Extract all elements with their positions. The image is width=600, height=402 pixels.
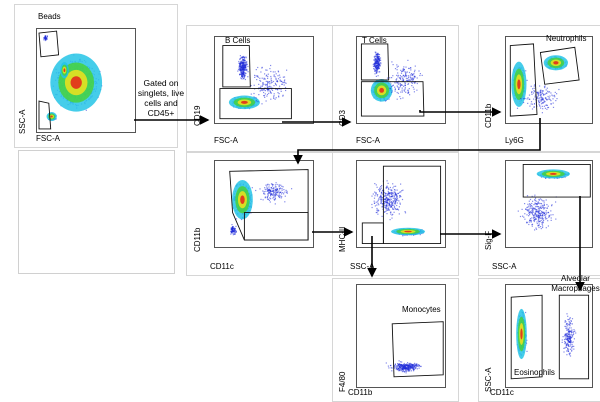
- density-cluster: [50, 54, 102, 112]
- p5-x-label: CD11c: [210, 262, 234, 271]
- density-cluster: [255, 182, 292, 204]
- gate-label-eosinophils: Eosinophils: [514, 368, 555, 377]
- density-cluster: [251, 65, 288, 104]
- density-cluster: [237, 55, 249, 80]
- density-cluster: [518, 195, 557, 231]
- gate-outline: [244, 213, 308, 241]
- plot-ssc-sigf: [505, 160, 593, 248]
- plot-cd11b-f480: [356, 284, 446, 388]
- p3-x-label: FSC-A: [356, 136, 380, 145]
- p1-x-label: FSC-A: [36, 134, 60, 143]
- p7-x-label: SSC-A: [492, 262, 516, 271]
- density-cluster: [229, 96, 260, 110]
- density-cluster: [386, 360, 422, 373]
- gating-note-line-1: Gated on: [126, 78, 196, 88]
- p2-x-label: FSC-A: [214, 136, 238, 145]
- gating-note: Gated on singlets, live cells and CD45+: [126, 78, 196, 118]
- gate-label-beads: Beads: [38, 12, 61, 21]
- p5-y-label: CD11b: [193, 228, 202, 252]
- plot-ly6g-cd11b: [505, 36, 593, 124]
- gate-label-t-cells: T Cells: [362, 36, 387, 45]
- gate-outline: [39, 31, 59, 57]
- p3-y-label: CD3: [338, 110, 347, 126]
- plot-cd11c-cd11b: [214, 160, 314, 248]
- blank-panel: [18, 150, 175, 274]
- density-cluster: [47, 112, 57, 121]
- density-cluster: [516, 309, 527, 359]
- plot-fsc-ssc: [36, 28, 136, 133]
- gating-note-line-4: CD45+: [126, 108, 196, 118]
- p4-y-label: CD11b: [484, 104, 493, 128]
- gate-label-neutrophils: Neutrophils: [546, 34, 586, 43]
- density-cluster: [60, 62, 69, 78]
- density-cluster: [43, 35, 48, 41]
- density-cluster: [232, 180, 253, 220]
- density-cluster: [371, 79, 393, 102]
- alveolar-macrophages-text: Alveolar Macrophages: [551, 274, 599, 293]
- gate-outline: [523, 164, 590, 197]
- gate-label-alveolar-macrophages: Alveolar Macrophages: [548, 274, 600, 294]
- density-cluster: [391, 228, 425, 237]
- density-cluster: [371, 180, 406, 220]
- p6-y-label: MHC-II: [338, 227, 347, 252]
- plot-p6-canvas: [357, 161, 445, 247]
- p8-x-label: CD11b: [348, 388, 372, 397]
- p7-y-label: Sig-F: [484, 231, 493, 250]
- gate-label-b-cells: B Cells: [225, 36, 250, 45]
- plot-ssc-mhcii: [356, 160, 446, 248]
- p9-x-label: CD11c: [490, 388, 514, 397]
- density-cluster: [230, 224, 237, 235]
- plot-p3-canvas: [357, 37, 445, 123]
- density-cluster: [511, 62, 526, 109]
- gating-note-line-3: cells and: [126, 98, 196, 108]
- plot-fsc-cd3: [356, 36, 446, 124]
- density-cluster: [544, 55, 568, 70]
- p6-x-label: SSC-A: [350, 262, 374, 271]
- plot-p7-canvas: [506, 161, 592, 247]
- plot-p1-canvas: [37, 29, 135, 132]
- plot-p8-canvas: [357, 285, 445, 387]
- gate-outline: [361, 82, 424, 116]
- plot-p4-canvas: [506, 37, 592, 123]
- density-cluster: [562, 313, 577, 356]
- p1-y-label: SSC-A: [18, 110, 27, 134]
- p8-y-label: F4/80: [338, 372, 347, 392]
- gate-outline: [362, 223, 383, 244]
- density-cluster: [537, 169, 570, 179]
- gate-label-monocytes: Monocytes: [402, 305, 441, 314]
- gating-note-line-2: singlets, live: [126, 88, 196, 98]
- plot-fsc-cd19: [214, 36, 314, 124]
- p4-x-label: Ly6G: [505, 136, 524, 145]
- plot-p5-canvas: [215, 161, 313, 247]
- density-cluster: [373, 52, 382, 77]
- plot-p2-canvas: [215, 37, 313, 123]
